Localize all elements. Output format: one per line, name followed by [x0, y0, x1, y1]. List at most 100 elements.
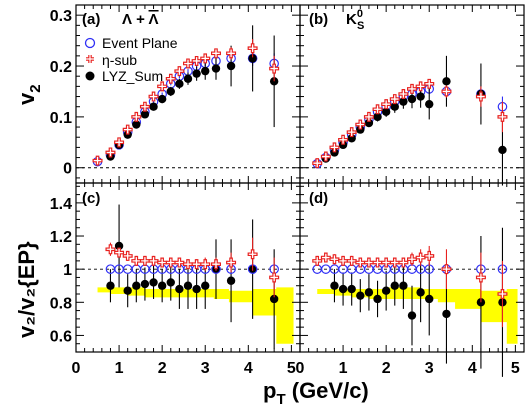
series-eta-sub-ratio-d-point-inner — [425, 252, 434, 260]
series-eta-sub-ratio-c-point-inner — [184, 260, 192, 268]
series-eta-sub-ratio-d-point-inner — [390, 258, 399, 267]
y-tick-label-c: 1.4 — [50, 196, 72, 213]
panel-label-a: (a) — [82, 11, 100, 28]
series-lyz-sum-b-point — [347, 134, 356, 143]
series-eta-sub-a-point-inner — [93, 156, 102, 165]
series-eta-sub-ratio-d-point-inner — [330, 255, 339, 264]
series-eta-sub-a-point-inner — [123, 125, 132, 134]
series-eta-sub-ratio-d-point-inner — [313, 257, 322, 265]
series-lyz-sum-a-point — [183, 74, 193, 83]
series-lyz-sum-b-point — [373, 112, 382, 122]
series-lyz-sum-ratio-c-point — [201, 281, 210, 290]
series-eta-sub-a-point-inner — [270, 64, 278, 73]
series-eta-sub-b-point-inner — [313, 159, 322, 167]
series-eta-sub-ratio-c-point-inner — [158, 258, 166, 267]
series-lyz-sum-ratio-c-point — [226, 276, 236, 285]
series-lyz-sum-b-point — [416, 92, 425, 101]
series-eta-sub-ratio-d-point-inner — [339, 257, 347, 265]
series-lyz-sum-ratio-d-point — [416, 288, 425, 297]
series-eta-sub-ratio-c-point-inner — [141, 257, 149, 265]
series-eta-sub-a-point-inner — [158, 82, 166, 91]
series-eta-sub-ratio-d-point-inner — [382, 258, 390, 267]
series-lyz-sum-ratio-c-point — [149, 278, 158, 287]
series-lyz-sum-ratio-c-point — [166, 278, 175, 287]
y-tick-label-a: 0 — [63, 161, 72, 178]
series-eta-sub-ratio-c-point-inner — [270, 273, 278, 282]
x-tick-label-c: 4 — [244, 360, 253, 377]
series-lyz-sum-ratio-c-point — [192, 284, 201, 294]
y-tick-label-c: 1.2 — [50, 229, 72, 246]
x-tick-label-c: 0 — [72, 360, 81, 377]
y-tick-label-a: 0.1 — [50, 110, 72, 127]
series-lyz-sum-b-point — [425, 99, 434, 109]
series-eta-sub-b-point-inner — [416, 82, 425, 91]
series-eta-sub-b-point-inner — [498, 113, 507, 121]
series-eta-sub-b-point-inner — [356, 120, 365, 129]
series-lyz-sum-a-point — [132, 120, 141, 129]
series-lyz-sum-ratio-c-point — [183, 281, 193, 290]
series-lyz-sum-ratio-d-point — [399, 281, 408, 290]
series-eta-sub-a-point-inner — [175, 67, 184, 75]
series-lyz-sum-a-point — [123, 130, 132, 139]
series-eta-sub-a-point-inner — [166, 74, 175, 83]
series-lyz-sum-ratio-c-point — [132, 281, 141, 290]
plot-layer: 0 0.1 0.2 0.3 0 1 2 3 4 5 0.6 0.8 1 1.2 1.4 0 1 2 3 4 5 — [50, 4, 525, 377]
series-eta-sub-ratio-c-point-inner — [201, 260, 210, 268]
series-lyz-sum-ratio-c-point — [140, 279, 150, 289]
y-tick-label-a: 0.2 — [50, 59, 72, 76]
series-lyz-sum-a-point — [269, 77, 279, 86]
series-eta-sub-ratio-d-point-inner — [322, 253, 330, 262]
series-lyz-sum-a-point — [157, 94, 167, 104]
series-eta-sub-a-point-inner — [115, 138, 123, 147]
series-lyz-sum-ratio-c-point — [269, 294, 279, 304]
series-lyz-sum-ratio-d-point — [373, 294, 382, 304]
legend-label-lyz-sum: LYZ_Sum — [102, 68, 163, 84]
series-eta-sub-a-point-inner — [248, 44, 257, 53]
series-lyz-sum-b-point — [442, 77, 451, 86]
series-eta-sub-b-point-inner — [330, 143, 339, 152]
series-eta-sub-ratio-c-point-inner — [175, 258, 184, 267]
series-lyz-sum-ratio-d-point — [390, 281, 399, 290]
series-eta-sub-a-point-inner — [201, 54, 210, 63]
legend-label-eta-sub: η-sub — [102, 52, 137, 68]
series-eta-sub-a-point-inner — [227, 49, 235, 58]
series-lyz-sum-ratio-c-point — [114, 241, 124, 251]
series-eta-sub-ratio-c-point-inner — [115, 248, 123, 257]
series-eta-sub-b-point-inner — [390, 95, 399, 103]
x-tick-label-c: 2 — [158, 360, 167, 377]
panel-particle-b: K0 S — [346, 8, 364, 32]
x-tick-label-d: 4 — [468, 360, 477, 377]
series-lyz-sum-a-point — [166, 87, 175, 96]
series-eta-sub-b-point-inner — [347, 128, 356, 136]
series-lyz-sum-a-point — [248, 54, 257, 63]
series-eta-sub-a-point-inner — [132, 113, 141, 121]
series-eta-sub-a-point-inner — [184, 59, 192, 68]
y-tick-label-a: 0.3 — [50, 8, 72, 25]
series-eta-sub-ratio-c-point-inner — [149, 257, 158, 265]
series-lyz-sum-ratio-c-point — [106, 281, 115, 290]
series-eta-sub-ratio-d-point-inner — [373, 258, 382, 267]
series-lyz-sum-a-point — [175, 79, 184, 89]
series-eta-sub-b-point-inner — [382, 100, 390, 108]
series-eta-sub-ratio-d-point-inner — [416, 253, 425, 262]
series-eta-sub-ratio-c-point-inner — [248, 250, 257, 259]
series-eta-sub-b-point-inner — [322, 152, 330, 161]
series-lyz-sum-ratio-c-point — [175, 284, 184, 294]
x-tick-label-d: 3 — [425, 360, 434, 377]
series-lyz-sum-b-point — [356, 125, 365, 134]
series-eta-sub-ratio-c-point-inner — [132, 257, 141, 265]
x-tick-label-d: 0 — [296, 360, 305, 377]
series-eta-sub-ratio-c-point-inner — [212, 260, 220, 268]
series-eta-sub-a-point-inner — [212, 49, 220, 58]
sys-band-d — [317, 287, 518, 344]
series-eta-sub-ratio-c-point-inner — [192, 260, 201, 268]
sys-band-c — [97, 287, 294, 344]
series-lyz-sum-ratio-d-point — [407, 311, 417, 320]
panel-label-c: (c) — [82, 190, 100, 207]
series-eta-sub-ratio-c-point-inner — [227, 258, 235, 267]
series-lyz-sum-ratio-d-point — [356, 291, 365, 300]
y-axis-title-top: v2 — [14, 84, 44, 105]
series-eta-sub-ratio-d-point-inner — [365, 258, 373, 267]
series-lyz-sum-b-point — [407, 94, 417, 104]
